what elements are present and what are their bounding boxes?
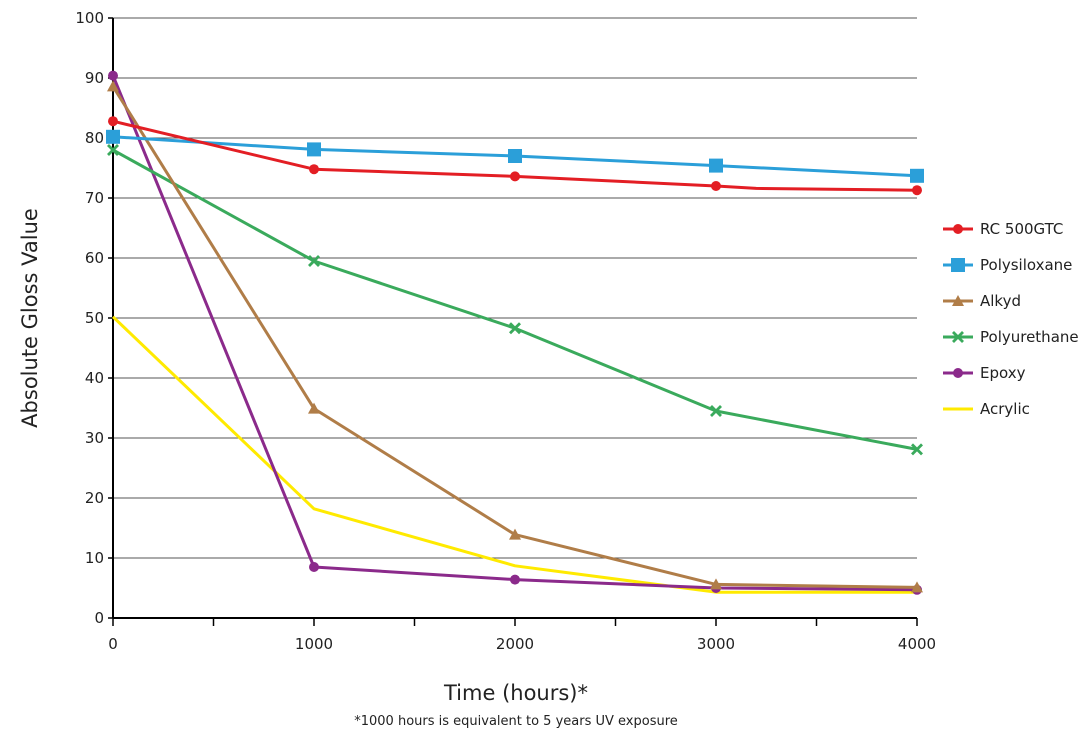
data-point [952,295,964,306]
data-point [510,171,520,182]
series-polysiloxane [106,129,924,183]
data-point [108,116,118,127]
data-point [508,149,522,163]
data-point [106,129,120,144]
data-point [107,80,119,92]
series-line [111,315,917,594]
y-tick-label: 30 [85,429,104,447]
legend-item: Acrylic [943,400,1030,418]
legend-item: Polyurethane [943,328,1079,346]
legend-item: Alkyd [943,292,1021,310]
data-point [108,70,118,81]
data-point [711,181,721,191]
x-tick-labels: 0 1000 2000 3000 4000 [108,635,936,653]
data-point [309,164,319,175]
data-point [911,581,923,593]
legend-item: RC 500GTC [943,220,1063,238]
x-tick-label: 2000 [496,635,534,653]
x-axis-title: Time (hours)* [443,681,588,705]
legend-label: RC 500GTC [980,220,1063,238]
y-tick-label: 100 [75,9,104,27]
data-point [308,255,320,267]
legend-item: Epoxy [943,364,1026,382]
data-point [710,578,722,590]
x-tick-label: 3000 [697,635,735,653]
footnote: *1000 hours is equivalent to 5 years UV … [354,714,678,729]
legend: RC 500GTC Polysiloxane Alkyd Polyurethane Ep… [943,220,1079,418]
data-point [509,322,521,335]
series-rc-500gtc [108,116,922,196]
data-point [509,528,521,540]
legend-label: Polysiloxane [980,256,1072,274]
data-point [510,574,520,585]
y-tick-label: 60 [85,249,104,267]
data-point [951,258,965,272]
data-point [710,405,722,417]
y-tick-label: 50 [85,309,104,327]
y-tick-label: 40 [85,369,104,387]
series-polyurethane [107,144,923,456]
data-point [307,142,321,157]
legend-label: Acrylic [980,400,1030,418]
x-tick-label: 1000 [295,635,333,653]
y-tick-labels: 0 10 20 30 40 50 60 70 80 90 100 [75,9,104,627]
y-axis-title: Absolute Gloss Value [18,208,42,428]
legend-label: Epoxy [980,364,1026,382]
gridlines [113,17,917,559]
legend-label: Alkyd [980,292,1021,310]
data-point [709,158,723,173]
y-tick-label: 20 [85,489,104,507]
legend-item: Polysiloxane [943,256,1072,274]
y-tick-label: 10 [85,549,104,567]
series-line [112,148,918,451]
data-point [107,144,119,156]
data-point [952,331,964,343]
data-point [910,168,924,183]
y-tick-label: 70 [85,189,104,207]
series-acrylic [111,315,917,594]
series-line [112,119,918,192]
data-point [309,562,319,572]
series-alkyd [107,80,923,593]
y-tick-label: 80 [85,129,104,147]
y-tick-label: 0 [94,609,104,627]
legend-label: Polyurethane [980,328,1079,346]
data-point [308,402,320,414]
data-point [912,185,922,196]
series-lines [106,70,924,595]
x-tick-label: 0 [108,635,118,653]
y-tick-label: 90 [85,69,104,87]
x-tick-label: 4000 [898,635,936,653]
data-point [953,368,963,378]
data-point [911,443,923,456]
data-point [953,224,963,234]
